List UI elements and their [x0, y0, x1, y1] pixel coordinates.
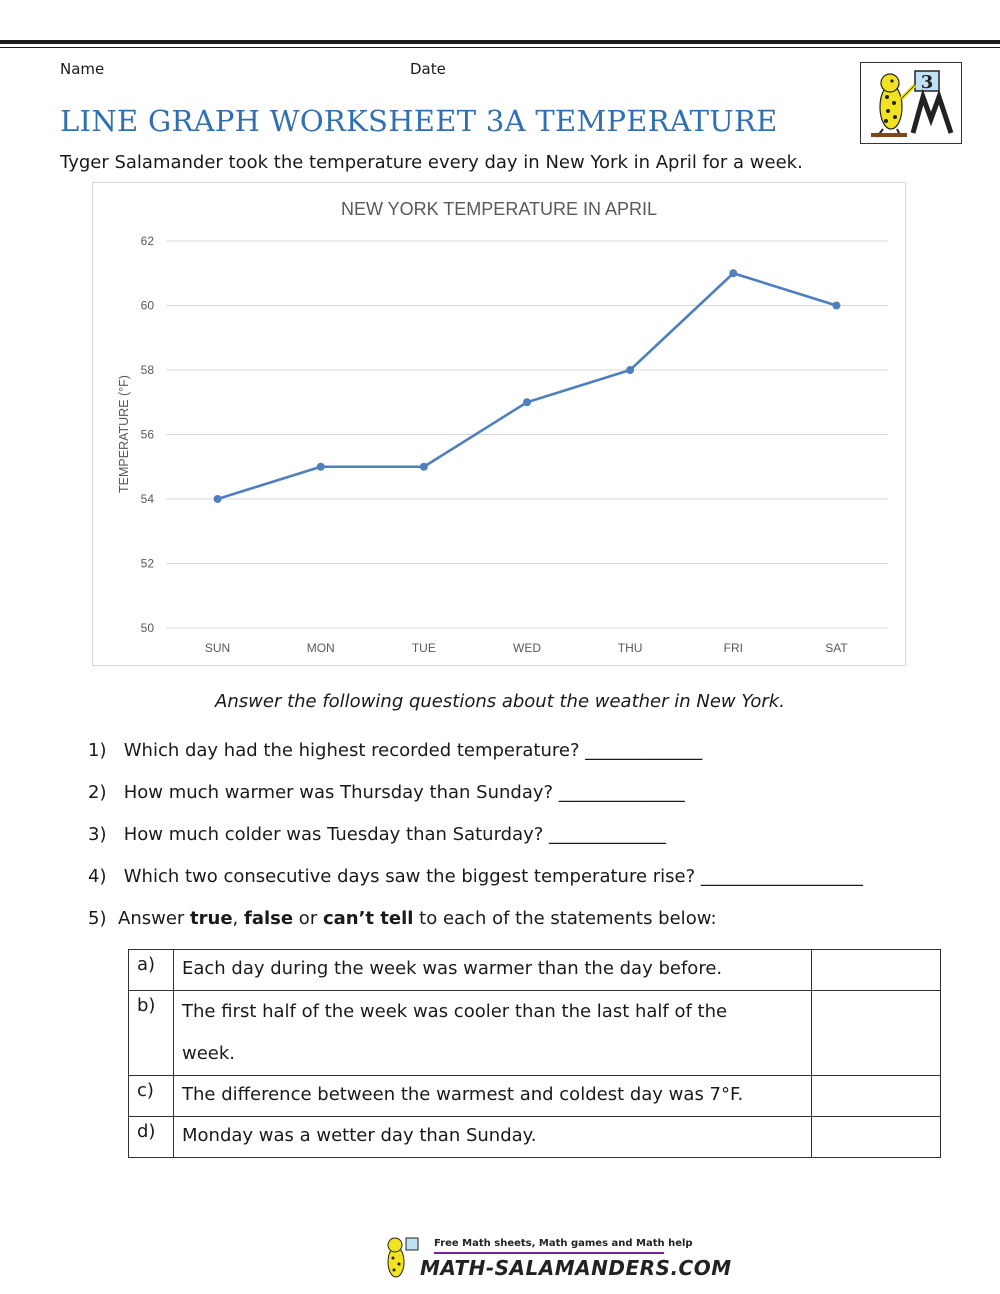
- answer-cell[interactable]: [811, 990, 941, 1076]
- question-text: Which two consecutive days saw the bigge…: [123, 866, 863, 887]
- answer-cell[interactable]: [811, 1116, 941, 1158]
- keyword-false: false: [244, 908, 294, 929]
- y-axis-label: TEMPERATURE (°F): [117, 375, 131, 493]
- table-row: d) Monday was a wetter day than Sunday.: [128, 1116, 941, 1158]
- x-tick-label: THU: [618, 641, 643, 655]
- data-point: [626, 366, 635, 374]
- statement-text: The first half of the week was cooler th…: [173, 990, 812, 1076]
- x-tick-label: MON: [307, 641, 335, 655]
- data-point: [523, 398, 531, 407]
- statement-letter: d): [128, 1116, 174, 1158]
- footer-divider: [434, 1252, 664, 1254]
- y-tick-label: 54: [141, 492, 155, 506]
- x-tick-label: FRI: [724, 641, 743, 655]
- y-tick-label: 62: [141, 234, 155, 248]
- x-tick-label: SAT: [825, 641, 848, 655]
- y-tick-label: 56: [141, 428, 155, 442]
- statement-text: Monday was a wetter day than Sunday.: [173, 1116, 812, 1158]
- keyword-true: true: [190, 908, 233, 929]
- question-text-post: to each of the statements below:: [413, 908, 717, 929]
- question-number: 3): [88, 824, 107, 845]
- data-point: [419, 462, 428, 471]
- footer-logo[interactable]: Free Math sheets, Math games and Math he…: [380, 1232, 731, 1282]
- table-row: b) The first half of the week was cooler…: [128, 990, 941, 1076]
- series-line: [217, 271, 837, 501]
- question-text: How much warmer was Thursday than Sunday…: [123, 782, 685, 803]
- salamander-mascot-icon: [387, 1237, 419, 1278]
- data-point: [729, 269, 738, 278]
- question-text: Which day had the highest recorded tempe…: [123, 740, 703, 761]
- statement-letter: c): [128, 1075, 174, 1117]
- answer-cell[interactable]: [811, 949, 941, 991]
- question-number: 2): [88, 782, 107, 803]
- question-1: 1) Which day had the highest recorded te…: [88, 740, 702, 761]
- x-tick-label: SUN: [205, 641, 230, 655]
- separator: ,: [232, 908, 244, 929]
- separator: or: [293, 908, 323, 929]
- question-number: 1): [88, 740, 107, 761]
- question-number: 4): [88, 866, 107, 887]
- page-title: LINE GRAPH WORKSHEET 3A TEMPERATURE: [60, 104, 778, 138]
- question-4: 4) Which two consecutive days saw the bi…: [88, 866, 863, 887]
- salamander-logo-icon: 3: [871, 70, 954, 138]
- intro-text: Tyger Salamander took the temperature ev…: [60, 152, 803, 173]
- y-tick-label: 52: [141, 557, 155, 571]
- statement-letter: b): [128, 990, 174, 1076]
- footer-tagline: Free Math sheets, Math games and Math he…: [434, 1238, 693, 1249]
- chart-title: NEW YORK TEMPERATURE IN APRIL: [341, 199, 657, 219]
- statement-text: The difference between the warmest and c…: [173, 1075, 812, 1117]
- statements-table: a) Each day during the week was warmer t…: [128, 949, 941, 1158]
- statement-text: Each day during the week was warmer than…: [173, 949, 812, 991]
- y-tick-label: 50: [141, 621, 155, 635]
- question-5: 5) Answer true, false or can’t tell to ea…: [88, 908, 717, 929]
- data-point: [832, 301, 841, 310]
- questions-heading: Answer the following questions about the…: [215, 691, 785, 712]
- header-rule-thick: [0, 40, 1000, 44]
- temperature-line-chart: NEW YORK TEMPERATURE IN APRIL TEMPERATUR…: [117, 199, 888, 655]
- name-label: Name: [60, 60, 105, 78]
- keyword-cant-tell: can’t tell: [322, 908, 414, 929]
- x-tick-label: WED: [513, 641, 541, 655]
- question-number: 5): [88, 908, 107, 929]
- chart-frame: [92, 182, 906, 666]
- table-row: a) Each day during the week was warmer t…: [128, 949, 941, 991]
- statement-letter: a): [128, 949, 174, 991]
- data-point: [316, 462, 325, 471]
- x-tick-label: TUE: [412, 641, 436, 655]
- question-text-pre: Answer: [118, 908, 191, 929]
- table-row: c) The difference between the warmest an…: [128, 1075, 941, 1117]
- question-text: How much colder was Tuesday than Saturda…: [123, 824, 667, 845]
- date-label: Date: [410, 60, 446, 78]
- question-2: 2) How much warmer was Thursday than Sun…: [88, 782, 685, 803]
- data-point: [213, 495, 222, 503]
- y-tick-label: 58: [141, 363, 155, 377]
- header-rule-thin: [0, 47, 1000, 48]
- footer-site-link[interactable]: MATH-SALAMANDERS.COM: [420, 1256, 732, 1280]
- y-tick-label: 60: [141, 299, 155, 313]
- question-3: 3) How much colder was Tuesday than Satu…: [88, 824, 666, 845]
- salamander-logo: 3: [860, 62, 962, 144]
- answer-cell[interactable]: [811, 1075, 941, 1117]
- logo-grade-text: 3: [921, 72, 934, 93]
